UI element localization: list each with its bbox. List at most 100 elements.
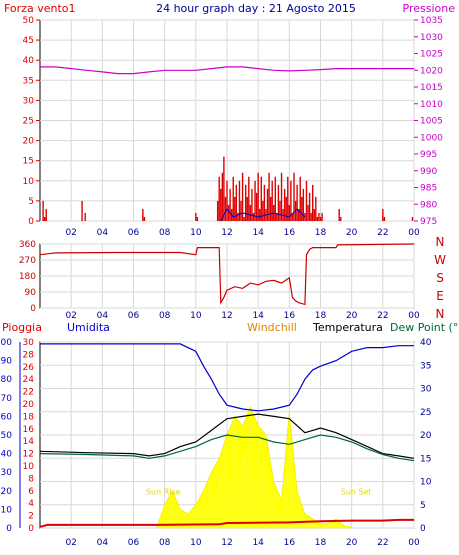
humidity-tick-label: 60 xyxy=(1,412,13,422)
humidity-tick-label: 70 xyxy=(1,394,13,404)
direction-x-tick-label: 20 xyxy=(346,311,358,321)
direction-x-tick-label: 18 xyxy=(315,311,327,321)
wind-tick-label: 25 xyxy=(23,117,34,127)
wind-tick-label: 40 xyxy=(23,56,35,66)
compass-label: N xyxy=(436,307,445,321)
pressure-tick-label: 1025 xyxy=(420,50,443,60)
wind-x-tick-label: 10 xyxy=(190,228,202,238)
humidity-tick-label: 10 xyxy=(1,505,13,515)
humidity-tick-label: 80 xyxy=(1,375,13,385)
wind-x-tick-label: 06 xyxy=(128,228,140,238)
temperature-x-tick-label: 08 xyxy=(159,538,171,548)
compass-label: S xyxy=(436,271,444,285)
humidity-tick-label: 20 xyxy=(1,487,13,497)
temperature-tick-label: 25 xyxy=(420,408,431,418)
direction-x-tick-label: 04 xyxy=(97,311,109,321)
wind-x-tick-label: 00 xyxy=(408,228,420,238)
temperature-tick-label: 5 xyxy=(420,501,426,511)
rain-tick-label: 24 xyxy=(23,375,35,385)
pressure-tick-label: 1030 xyxy=(420,33,443,43)
rain-tick-label: 12 xyxy=(23,450,34,460)
rain-tick-label: 22 xyxy=(23,388,34,398)
pressure-tick-label: 1005 xyxy=(420,117,443,127)
direction-tick-label: 90 xyxy=(25,288,37,298)
wind-tick-label: 45 xyxy=(23,36,34,46)
pressure-tick-label: 995 xyxy=(420,150,437,160)
rain-tick-label: 8 xyxy=(28,474,34,484)
temperature-x-tick-label: 06 xyxy=(128,538,140,548)
temperature-tick-label: 20 xyxy=(420,431,432,441)
wind-x-tick-label: 08 xyxy=(159,228,171,238)
wind-tick-label: 10 xyxy=(23,177,35,187)
wind-gust-line xyxy=(220,208,306,222)
wind-x-tick-label: 22 xyxy=(377,228,388,238)
humidity-tick-label: 50 xyxy=(1,431,13,441)
humidity-tick-label: 90 xyxy=(1,357,13,367)
wind-tick-label: 5 xyxy=(28,197,34,207)
wind-x-tick-label: 20 xyxy=(346,228,358,238)
direction-x-tick-label: 16 xyxy=(284,311,296,321)
sunrise-label: Sun Rise xyxy=(146,488,181,497)
wind-tick-label: 35 xyxy=(23,76,34,86)
direction-x-tick-label: 06 xyxy=(128,311,140,321)
temperature-tick-label: 15 xyxy=(420,454,431,464)
wind-tick-label: 50 xyxy=(23,16,35,26)
pressure-tick-label: 980 xyxy=(420,200,437,210)
pressure-tick-label: 1000 xyxy=(420,133,443,143)
pressure-line xyxy=(40,66,414,75)
temperature-legend: Temperatura xyxy=(312,321,383,334)
direction-line xyxy=(39,243,415,306)
temperature-x-tick-label: 00 xyxy=(408,538,420,548)
wind-tick-label: 30 xyxy=(23,96,35,106)
pressure-tick-label: 1010 xyxy=(420,100,443,110)
dewpoint-legend: Dew Point (°C xyxy=(390,321,459,334)
humidity-tick-label: 30 xyxy=(1,468,13,478)
direction-x-tick-label: 08 xyxy=(159,311,171,321)
humidity-axis-title: Umidita xyxy=(67,321,110,334)
direction-tick-label: 270 xyxy=(19,256,36,266)
rain-tick-label: 18 xyxy=(23,412,35,422)
wind-tick-label: 20 xyxy=(23,137,35,147)
rain-tick-label: 16 xyxy=(23,425,35,435)
rain-axis-title: Pioggia xyxy=(2,321,42,334)
pressure-tick-label: 1035 xyxy=(420,16,443,26)
temperature-tick-label: 30 xyxy=(420,385,432,395)
wind-x-tick-label: 12 xyxy=(221,228,232,238)
temperature-x-tick-label: 20 xyxy=(346,538,358,548)
pressure-tick-label: 985 xyxy=(420,184,437,194)
pressure-tick-label: 1020 xyxy=(420,66,443,76)
rain-tick-label: 28 xyxy=(23,350,35,360)
compass-label: N xyxy=(436,235,445,249)
rain-tick-label: 26 xyxy=(23,363,35,373)
rain-tick-label: 2 xyxy=(28,512,34,522)
rain-line xyxy=(39,518,414,528)
rain-tick-label: 6 xyxy=(28,487,34,497)
humidity-tick-label: 40 xyxy=(1,450,13,460)
pressure-tick-label: 975 xyxy=(420,217,437,227)
compass-label: W xyxy=(434,253,446,267)
direction-x-tick-label: 00 xyxy=(408,311,420,321)
direction-tick-label: 0 xyxy=(30,304,36,314)
temperature-x-tick-label: 16 xyxy=(284,538,296,548)
direction-x-tick-label: 10 xyxy=(190,311,202,321)
temperature-x-tick-label: 02 xyxy=(65,538,76,548)
temperature-line xyxy=(39,413,415,459)
direction-x-tick-label: 22 xyxy=(377,311,388,321)
temperature-tick-label: 35 xyxy=(420,361,431,371)
sunset-label: Sun Set xyxy=(341,488,372,497)
temperature-tick-label: 40 xyxy=(420,338,432,348)
wind-x-tick-label: 14 xyxy=(252,228,264,238)
humidity-line xyxy=(40,343,414,412)
wind-x-tick-label: 18 xyxy=(315,228,327,238)
chart-title: 24 hour graph day : 21 Agosto 2015 xyxy=(156,2,356,15)
temperature-x-tick-label: 18 xyxy=(315,538,327,548)
rain-tick-label: 14 xyxy=(23,437,35,447)
temperature-humidity-panel: 0510152025303540010203040506070809010002… xyxy=(0,338,432,548)
wind-x-tick-label: 04 xyxy=(97,228,109,238)
rain-tick-label: 20 xyxy=(23,400,35,410)
pressure-tick-label: 1015 xyxy=(420,83,443,93)
wind-x-tick-label: 16 xyxy=(284,228,296,238)
rain-tick-label: 30 xyxy=(23,338,35,348)
